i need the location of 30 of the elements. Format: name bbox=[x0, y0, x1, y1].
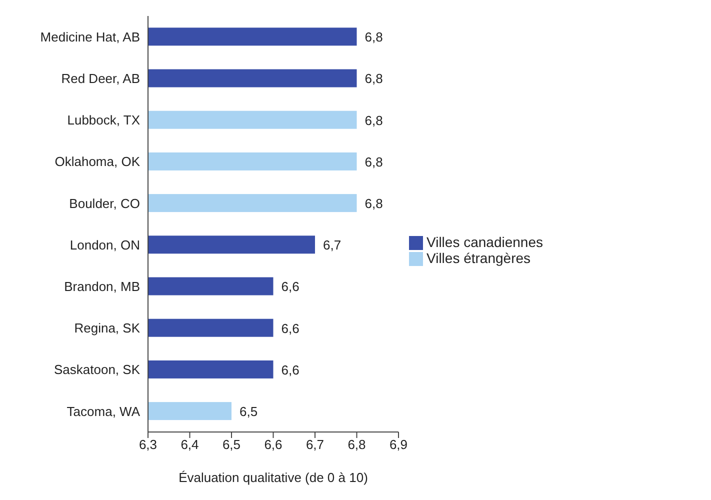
y-tick-label: Saskatoon, SK bbox=[54, 362, 140, 378]
y-tick-label: Brandon, MB bbox=[64, 279, 140, 294]
x-tick-label: 6,5 bbox=[222, 437, 241, 452]
y-tick-label: Regina, SK bbox=[74, 320, 140, 336]
x-tick-label: 6,9 bbox=[389, 437, 408, 452]
data-label: 6,8 bbox=[364, 196, 383, 212]
y-tick-label: Lubbock, TX bbox=[67, 112, 140, 128]
x-axis-title: Évaluation qualitative (de 0 à 10) bbox=[178, 470, 368, 485]
x-tick-label: 6,8 bbox=[348, 437, 366, 452]
data-label: 6,8 bbox=[364, 71, 383, 86]
legend-label: Villes étrangères bbox=[426, 250, 531, 266]
legend-label: Villes canadiennes bbox=[426, 234, 543, 250]
data-label: 6,8 bbox=[364, 112, 383, 128]
data-label: 6,8 bbox=[364, 154, 383, 170]
data-label: 6,6 bbox=[281, 362, 300, 378]
y-tick-label: Oklahoma, OK bbox=[54, 154, 140, 170]
y-tick-label: London, ON bbox=[70, 237, 140, 252]
data-label: 6,5 bbox=[240, 404, 258, 420]
x-tick-label: 6,7 bbox=[306, 437, 324, 452]
x-tick-label: 6,3 bbox=[138, 437, 158, 452]
x-tick-label: 6,6 bbox=[264, 437, 282, 452]
y-tick-label: Tacoma, WA bbox=[66, 404, 140, 419]
x-tick-label: 6,4 bbox=[180, 437, 199, 452]
data-label: 6,6 bbox=[281, 279, 300, 294]
y-tick-label: Boulder, CO bbox=[69, 196, 140, 211]
data-label: 6,8 bbox=[364, 30, 383, 45]
data-label: 6,7 bbox=[323, 238, 342, 253]
data-label: 6,6 bbox=[281, 320, 300, 336]
y-tick-label: Red Deer, AB bbox=[61, 71, 140, 86]
y-tick-label: Medicine Hat, AB bbox=[40, 29, 140, 44]
